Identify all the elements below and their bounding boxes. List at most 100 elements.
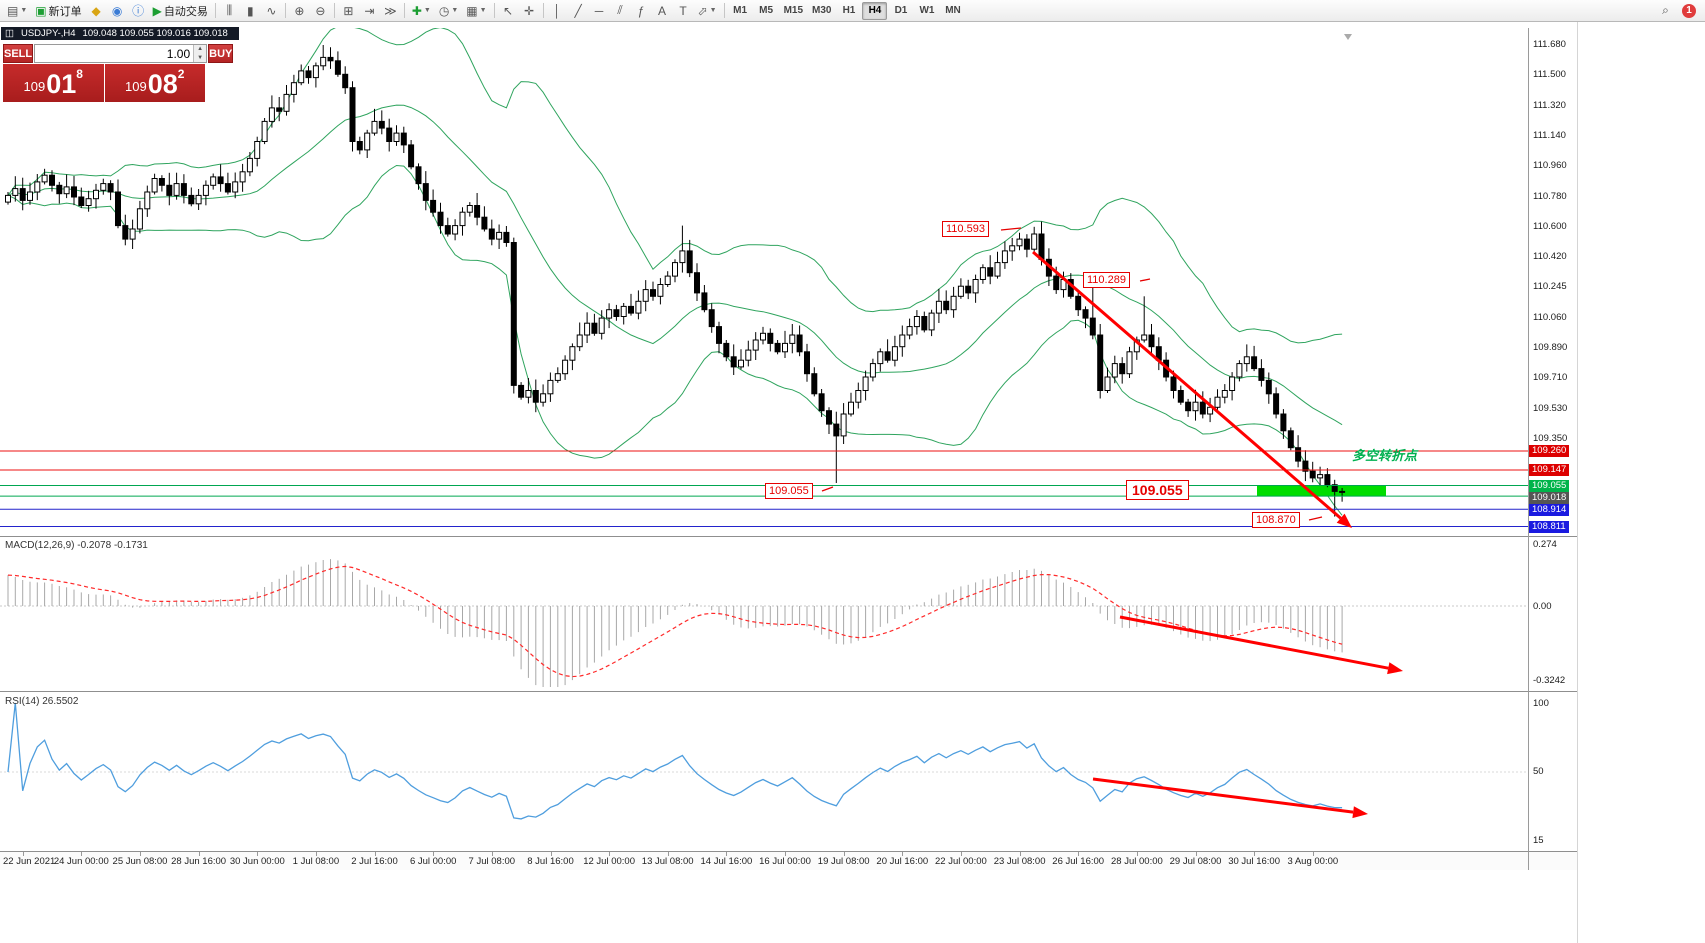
one-click-trading-panel: SELL ▲ ▼ BUY 109 01 8 109 08 2 [3, 44, 234, 102]
macd-histogram [7, 559, 1343, 687]
indicator-scale-label: 15 [1533, 835, 1544, 846]
macd-label: MACD(12,26,9) -0.2078 -0.1731 [5, 540, 148, 551]
time-tick [726, 852, 728, 856]
bollinger-bands [7, 28, 1343, 516]
text-button[interactable]: A [652, 1, 673, 20]
market-button[interactable]: ◆ [86, 1, 107, 20]
info-button[interactable]: ⓘ [128, 1, 149, 20]
arrows-object-button[interactable]: ⬀ ▼ [694, 1, 721, 20]
fibonacci-icon: ƒ [637, 3, 645, 18]
channel-button[interactable]: ⫽ [610, 1, 631, 20]
time-tick [81, 852, 83, 856]
trendline-button[interactable]: ╱ [568, 1, 589, 20]
clock-icon: ◷ [438, 3, 450, 18]
time-axis-label: 2 Jul 16:00 [351, 856, 398, 867]
time-axis-label: 6 Jul 00:00 [409, 856, 457, 867]
tile-icon: ⊞ [343, 3, 354, 18]
time-axis-label: 19 Jul 08:00 [817, 856, 870, 867]
timeframe-mn[interactable]: MN [945, 5, 961, 16]
line-icon: ∿ [266, 3, 277, 18]
new-chart-button[interactable]: ▤ ▼ [3, 1, 31, 20]
main-chart-canvas[interactable] [0, 28, 1528, 535]
templates-button[interactable]: ▦ ▼ [462, 1, 490, 20]
chevron-down-icon: ▼ [451, 7, 459, 14]
cursor-button[interactable]: ↖ [498, 1, 519, 20]
hline-icon: ─ [594, 3, 604, 18]
rsi-panel-canvas[interactable] [0, 692, 1528, 850]
macd-panel-canvas[interactable] [0, 537, 1528, 690]
ohlc-values: 109.048 109.055 109.016 109.018 [82, 28, 228, 39]
timeframe-group: M1 M5 M15 M30 H1 H4 D1 W1 MN [728, 1, 966, 20]
new-order-button[interactable]: ▣ 新订单 [35, 3, 82, 18]
timeframe-m30[interactable]: M30 [812, 5, 832, 16]
time-tick [257, 852, 259, 856]
order-icon: ▣ [35, 3, 47, 18]
support-zone[interactable] [1257, 485, 1386, 497]
time-axis[interactable]: 22 Jun 2021 24 Jun 00:00 25 Jun 08:00 28 Ju… [0, 852, 1577, 870]
zoom-out-button[interactable]: ⊖ [310, 1, 331, 20]
panel-separator[interactable] [0, 536, 1577, 537]
panel-separator[interactable] [0, 851, 1577, 852]
vline-icon: │ [553, 3, 561, 18]
time-tick [374, 852, 376, 856]
toolbar-separator [284, 3, 286, 18]
chart-shift-button[interactable]: ⇥ [359, 1, 380, 20]
shift-marker [1344, 34, 1352, 40]
time-tick [667, 852, 669, 856]
fibonacci-button[interactable]: ƒ [631, 1, 652, 20]
time-axis-label: 22 Jul 00:00 [935, 856, 987, 867]
candles-icon: ▮ [247, 3, 254, 18]
horizontal-line-button[interactable]: ─ [589, 1, 610, 20]
spinner-down-icon[interactable]: ▼ [194, 53, 207, 62]
time-axis-label: 23 Jul 08:00 [993, 856, 1046, 867]
price-axis-label: 111.320 [1533, 99, 1566, 111]
community-button[interactable]: ◉ [107, 1, 128, 20]
panel-separator[interactable] [0, 691, 1577, 692]
auto-scroll-button[interactable]: ≫ [380, 1, 401, 20]
buy-price-button[interactable]: 109 08 2 [104, 64, 205, 102]
notification-badge[interactable]: 1 [1682, 3, 1696, 18]
timeframe-d1[interactable]: D1 [894, 5, 908, 16]
indicator-scale-label: 50 [1533, 766, 1544, 777]
auto-trading-button[interactable]: ▶ 自动交易 [152, 3, 208, 18]
zoom-in-icon: ⊕ [294, 3, 305, 18]
timeframe-m5[interactable]: M5 [759, 5, 774, 16]
time-axis-label: 28 Jul 00:00 [1111, 856, 1163, 867]
time-axis-label: 24 Jun 00:00 [53, 856, 109, 867]
price-axis-label: 110.780 [1533, 190, 1567, 202]
market-icon: ◆ [91, 3, 101, 18]
price-axis-label: 111.140 [1533, 129, 1566, 141]
toolbar-separator [542, 3, 544, 18]
sell-button[interactable]: SELL [3, 44, 34, 63]
timeframe-m1[interactable]: M1 [733, 5, 748, 16]
timeframe-w1[interactable]: W1 [919, 5, 935, 16]
candlestick-button[interactable]: ▮ [240, 1, 261, 20]
spinner-up-icon[interactable]: ▲ [194, 45, 207, 54]
text-icon: A [658, 3, 667, 18]
line-chart-button[interactable]: ∿ [261, 1, 282, 20]
tile-windows-button[interactable]: ⊞ [338, 1, 359, 20]
text-label-button[interactable]: T [673, 1, 694, 20]
time-tick [22, 852, 24, 856]
toolbar-separator [723, 3, 725, 18]
chevron-down-icon: ▼ [709, 7, 717, 14]
timeframe-h1[interactable]: H1 [842, 5, 856, 16]
vertical-line-button[interactable]: │ [547, 1, 568, 20]
volume-input[interactable] [35, 45, 194, 62]
timeframe-m15[interactable]: M15 [783, 5, 804, 16]
time-tick [902, 852, 904, 856]
periods-button[interactable]: ◷ ▼ [435, 1, 462, 20]
time-axis-label: 30 Jul 16:00 [1228, 856, 1280, 867]
zoom-in-button[interactable]: ⊕ [289, 1, 310, 20]
sell-price-button[interactable]: 109 01 8 [3, 64, 104, 102]
crosshair-button[interactable]: ✛ [519, 1, 540, 20]
volume-spinner: ▲ ▼ [193, 45, 207, 62]
rsi-label: RSI(14) 26.5502 [5, 696, 79, 707]
buy-button[interactable]: BUY [208, 44, 234, 63]
bar-chart-button[interactable]: ⫼ [219, 1, 240, 20]
autoscroll-icon: ≫ [384, 3, 397, 18]
time-axis-label: 12 Jul 00:00 [583, 856, 635, 867]
timeframe-h4[interactable]: H4 [862, 1, 888, 20]
indicators-button[interactable]: ✚ ▼ [408, 1, 435, 20]
search-button[interactable]: ⌕ [1655, 1, 1676, 20]
